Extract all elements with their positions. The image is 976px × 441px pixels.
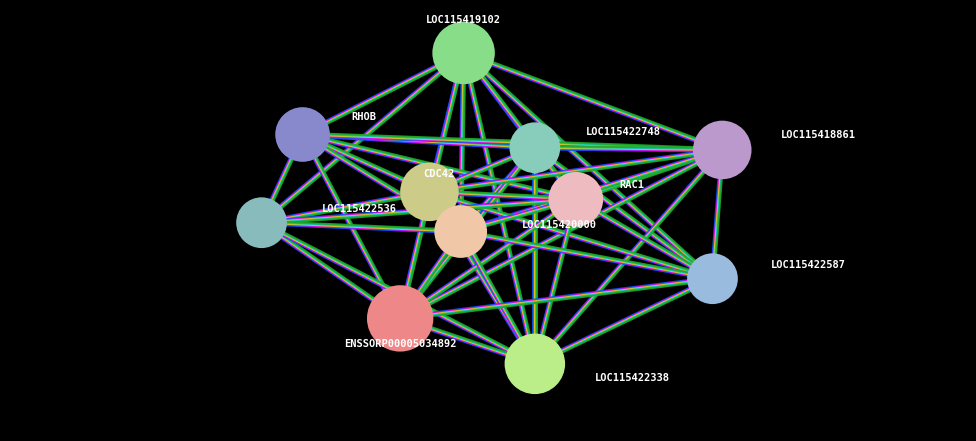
Ellipse shape (400, 163, 459, 221)
Ellipse shape (549, 172, 603, 227)
Ellipse shape (275, 107, 330, 162)
Ellipse shape (367, 285, 433, 351)
Ellipse shape (432, 22, 495, 84)
Text: LOC115420000: LOC115420000 (522, 220, 597, 230)
Text: RAC1: RAC1 (620, 180, 645, 190)
Ellipse shape (434, 205, 487, 258)
Ellipse shape (509, 122, 560, 173)
Text: CDC42: CDC42 (424, 169, 455, 179)
Text: LOC115422748: LOC115422748 (586, 127, 661, 137)
Text: LOC115422338: LOC115422338 (595, 373, 671, 383)
Text: LOC115419102: LOC115419102 (427, 15, 501, 25)
Ellipse shape (236, 197, 287, 248)
Ellipse shape (505, 333, 565, 394)
Text: LOC115422587: LOC115422587 (771, 261, 846, 270)
Ellipse shape (693, 121, 752, 179)
Text: LOC115418861: LOC115418861 (781, 131, 856, 140)
Text: ENSSORP00005034892: ENSSORP00005034892 (344, 339, 457, 349)
Ellipse shape (687, 253, 738, 304)
Text: LOC115422536: LOC115422536 (322, 205, 397, 214)
Text: RHOB: RHOB (351, 112, 377, 122)
